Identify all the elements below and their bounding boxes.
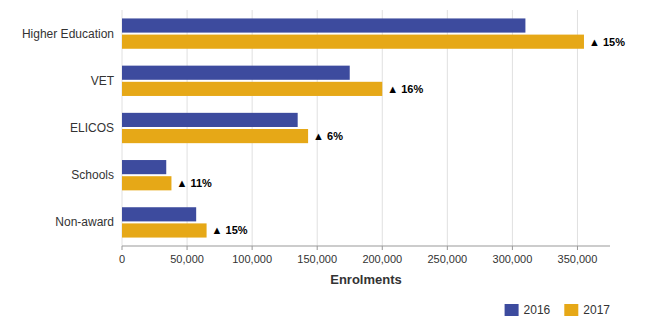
bar [122, 82, 382, 96]
bars [122, 18, 584, 237]
tick-label: 250,000 [427, 253, 467, 265]
bar [122, 18, 525, 32]
tick-mark [187, 246, 188, 250]
legend-swatch [505, 304, 519, 316]
category-label: ELICOS [70, 121, 114, 135]
category-label: Higher Education [22, 27, 114, 41]
legend-item: 2017 [564, 303, 610, 317]
bar [122, 176, 171, 190]
tick-mark [317, 246, 318, 250]
tick-mark [577, 246, 578, 250]
annotation: ▲ 15% [212, 224, 248, 236]
annotation: ▲ 15% [589, 36, 625, 48]
bar [122, 129, 308, 143]
bar [122, 113, 298, 127]
tick-label: 300,000 [493, 253, 533, 265]
tick-mark [512, 246, 513, 250]
x-axis: 0 50,000 100,000 150,000 200,000 250,000 300,0… [119, 10, 610, 265]
axis-line [122, 246, 610, 247]
axis-title: Enrolments [330, 272, 402, 287]
tick-label: 100,000 [232, 253, 272, 265]
annotation: ▲ 11% [176, 177, 212, 189]
legend-swatch [564, 304, 578, 316]
bar [122, 160, 166, 174]
tick-mark [252, 246, 253, 250]
bar [122, 35, 584, 49]
chart: 0 50,000 100,000 150,000 200,000 250,000 300,0… [0, 0, 650, 322]
tick-label: 350,000 [558, 253, 598, 265]
annotation: ▲ 6% [313, 130, 343, 142]
legend-label: 2016 [524, 303, 551, 317]
legend: 2016 2017 [505, 303, 611, 317]
tick-mark [382, 246, 383, 250]
legend-item: 2016 [505, 303, 551, 317]
tick-label: 0 [119, 253, 125, 265]
category-label: VET [91, 74, 115, 88]
tick-label: 200,000 [362, 253, 402, 265]
tick-mark [122, 246, 123, 250]
category-label: Schools [71, 168, 114, 182]
bar [122, 66, 350, 80]
annotations: ▲ 15% ▲ 16% ▲ 6% ▲ 11% ▲ 15% [176, 36, 625, 237]
tick-mark [447, 246, 448, 250]
legend-label: 2017 [583, 303, 610, 317]
y-axis: Higher Education VET ELICOS Schools Non-awar… [22, 27, 115, 230]
annotation: ▲ 16% [387, 83, 423, 95]
bar [122, 207, 196, 221]
category-label: Non-award [55, 215, 114, 229]
bar [122, 223, 207, 237]
tick-label: 150,000 [297, 253, 337, 265]
tick-label: 50,000 [170, 253, 204, 265]
